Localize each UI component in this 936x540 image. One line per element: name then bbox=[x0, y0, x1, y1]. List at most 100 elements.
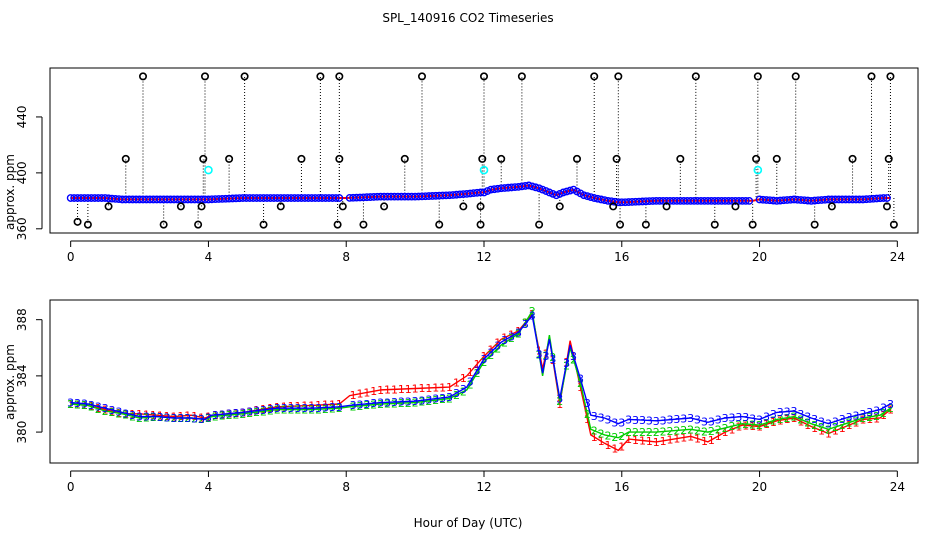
top-flag-point bbox=[297, 154, 306, 163]
bottom-series-marker-2: 2 bbox=[260, 405, 267, 418]
bottom-series-marker-3: 3 bbox=[722, 412, 729, 425]
bottom-series-marker-3: 3 bbox=[233, 407, 240, 420]
bottom-series-marker-3: 3 bbox=[129, 409, 136, 422]
bottom-series-marker-1: 1 bbox=[811, 422, 818, 435]
bottom-series-marker-2: 2 bbox=[439, 393, 446, 406]
bottom-series-marker-2: 2 bbox=[226, 409, 233, 422]
bottom-series-marker-3: 3 bbox=[839, 413, 846, 426]
top-mean-point bbox=[586, 193, 595, 202]
top-panel: approx. ppm 0 4 8 12 16 20 24 360 400 440 bbox=[3, 67, 919, 264]
bottom-series-marker-3: 3 bbox=[295, 402, 302, 415]
bottom-series-marker-1: 1 bbox=[384, 384, 391, 397]
top-flag-point bbox=[199, 154, 208, 163]
bottom-x-tick-label: 8 bbox=[342, 480, 350, 494]
top-flag-point bbox=[435, 220, 444, 229]
bottom-series-marker-2: 2 bbox=[508, 332, 515, 345]
top-cyan-point bbox=[753, 165, 763, 175]
bottom-series-marker-3: 3 bbox=[508, 330, 515, 343]
bottom-series-marker-3: 3 bbox=[673, 413, 680, 426]
bottom-series-marker-3: 3 bbox=[350, 399, 357, 412]
bottom-series-marker-2: 2 bbox=[398, 397, 405, 410]
bottom-series-marker-3: 3 bbox=[556, 392, 563, 405]
bottom-series-marker-3: 3 bbox=[859, 408, 866, 421]
bottom-series-marker-2: 2 bbox=[453, 389, 460, 402]
bottom-series-marker-1: 1 bbox=[687, 430, 694, 443]
bottom-series-marker-1: 1 bbox=[308, 399, 315, 412]
bottom-series-marker-1: 1 bbox=[839, 422, 846, 435]
top-flag-point bbox=[201, 72, 210, 81]
bottom-series-marker-1: 1 bbox=[363, 386, 370, 399]
bottom-series-marker-2: 2 bbox=[370, 399, 377, 412]
top-mean-point bbox=[879, 194, 888, 202]
bottom-series-marker-2: 2 bbox=[74, 399, 81, 412]
top-flag-point bbox=[612, 154, 621, 163]
bottom-series-marker-2: 2 bbox=[67, 398, 74, 411]
bottom-series-marker-2: 2 bbox=[205, 412, 212, 425]
top-flag-point bbox=[497, 154, 506, 163]
bottom-series-marker-2: 2 bbox=[873, 410, 880, 423]
top-flag-point bbox=[479, 72, 488, 81]
bottom-series-marker-3: 3 bbox=[67, 397, 74, 410]
bottom-series-marker-2: 2 bbox=[474, 367, 481, 380]
top-flag-point bbox=[104, 202, 113, 211]
bottom-series-marker-1: 1 bbox=[136, 408, 143, 421]
bottom-series-marker-2: 2 bbox=[680, 424, 687, 437]
bottom-series-marker-2: 2 bbox=[598, 427, 605, 440]
bottom-series-marker-3: 3 bbox=[81, 398, 88, 411]
bottom-series-marker-1: 1 bbox=[191, 410, 198, 423]
bottom-series-marker-2: 2 bbox=[715, 424, 722, 437]
bottom-series-marker-2: 2 bbox=[315, 403, 322, 416]
bottom-series-marker-1: 1 bbox=[460, 372, 467, 385]
bottom-series-marker-1: 1 bbox=[419, 382, 426, 395]
bottom-series-marker-3: 3 bbox=[439, 392, 446, 405]
top-flag-point bbox=[886, 72, 895, 81]
bottom-series-marker-1: 1 bbox=[508, 328, 515, 341]
bottom-series-marker-1: 1 bbox=[425, 382, 432, 395]
bottom-series-marker-3: 3 bbox=[150, 411, 157, 424]
bottom-series-marker-3: 3 bbox=[357, 398, 364, 411]
bottom-series-marker-2: 2 bbox=[853, 414, 860, 427]
bottom-series-marker-3: 3 bbox=[419, 394, 426, 407]
bottom-series-marker-2: 2 bbox=[811, 419, 818, 432]
bottom-series-marker-1: 1 bbox=[177, 410, 184, 423]
bottom-series-marker-2: 2 bbox=[267, 404, 274, 417]
bottom-series-marker-3: 3 bbox=[281, 402, 288, 415]
top-x-axis: 0 4 8 12 16 20 24 bbox=[67, 240, 905, 264]
bottom-series-marker-3: 3 bbox=[832, 415, 839, 428]
bottom-series-marker-3: 3 bbox=[598, 411, 605, 424]
bottom-series-marker-1: 1 bbox=[301, 400, 308, 413]
bottom-x-tick-label: 12 bbox=[476, 480, 491, 494]
bottom-series-marker-1: 1 bbox=[370, 385, 377, 398]
bottom-series-marker-3: 3 bbox=[887, 398, 894, 411]
bottom-series-marker-1: 1 bbox=[818, 425, 825, 438]
bottom-series-marker-2: 2 bbox=[639, 426, 646, 439]
bottom-series-marker-2: 2 bbox=[336, 402, 343, 415]
bottom-series-marker-3: 3 bbox=[460, 383, 467, 396]
bottom-series-marker-1: 1 bbox=[770, 416, 777, 429]
top-mean-point bbox=[597, 195, 606, 204]
bottom-series-marker-1: 1 bbox=[777, 414, 784, 427]
bottom-series-marker-3: 3 bbox=[501, 334, 508, 347]
top-flag-point bbox=[590, 72, 599, 81]
top-flag-point bbox=[827, 202, 836, 211]
bottom-series-marker-3: 3 bbox=[171, 412, 178, 425]
bottom-series-marker-3: 3 bbox=[74, 397, 81, 410]
bottom-series-marker-2: 2 bbox=[529, 305, 536, 318]
bottom-series-marker-2: 2 bbox=[377, 398, 384, 411]
bottom-series-marker-1: 1 bbox=[660, 435, 667, 448]
bottom-series-marker-2: 2 bbox=[646, 426, 653, 439]
top-flag-point bbox=[380, 202, 389, 211]
bottom-series-marker-2: 2 bbox=[487, 349, 494, 362]
top-mean-point bbox=[883, 194, 891, 202]
top-cyan-point bbox=[204, 165, 213, 175]
bottom-series-marker-2: 2 bbox=[95, 403, 102, 416]
bottom-series-marker-3: 3 bbox=[584, 397, 591, 410]
bottom-series-marker-2: 2 bbox=[763, 417, 770, 430]
bottom-series-marker-2: 2 bbox=[274, 404, 281, 417]
bottom-x-tick-label: 16 bbox=[614, 480, 629, 494]
bottom-series-marker-1: 1 bbox=[446, 381, 453, 394]
top-x-tick-label: 0 bbox=[67, 250, 75, 264]
bottom-series-marker-1: 1 bbox=[102, 404, 109, 417]
top-x-tick-label: 8 bbox=[342, 250, 350, 264]
bottom-series-marker-2: 2 bbox=[233, 408, 240, 421]
